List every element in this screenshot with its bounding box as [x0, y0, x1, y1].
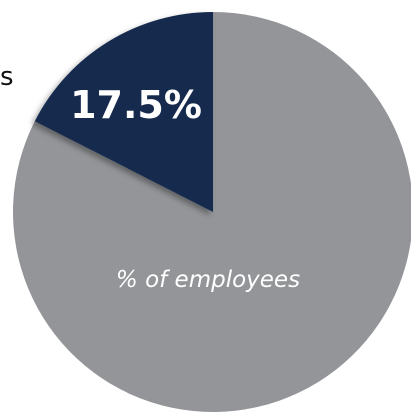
clipped-text-fragment: s — [0, 62, 14, 92]
pie-annotation: % of employees — [116, 267, 300, 293]
pie-slice-remainder — [13, 12, 411, 412]
pie-slice-highlight — [34, 12, 214, 212]
slice-label-highlight: 17.5% — [70, 83, 202, 127]
pie-slices — [13, 12, 411, 412]
